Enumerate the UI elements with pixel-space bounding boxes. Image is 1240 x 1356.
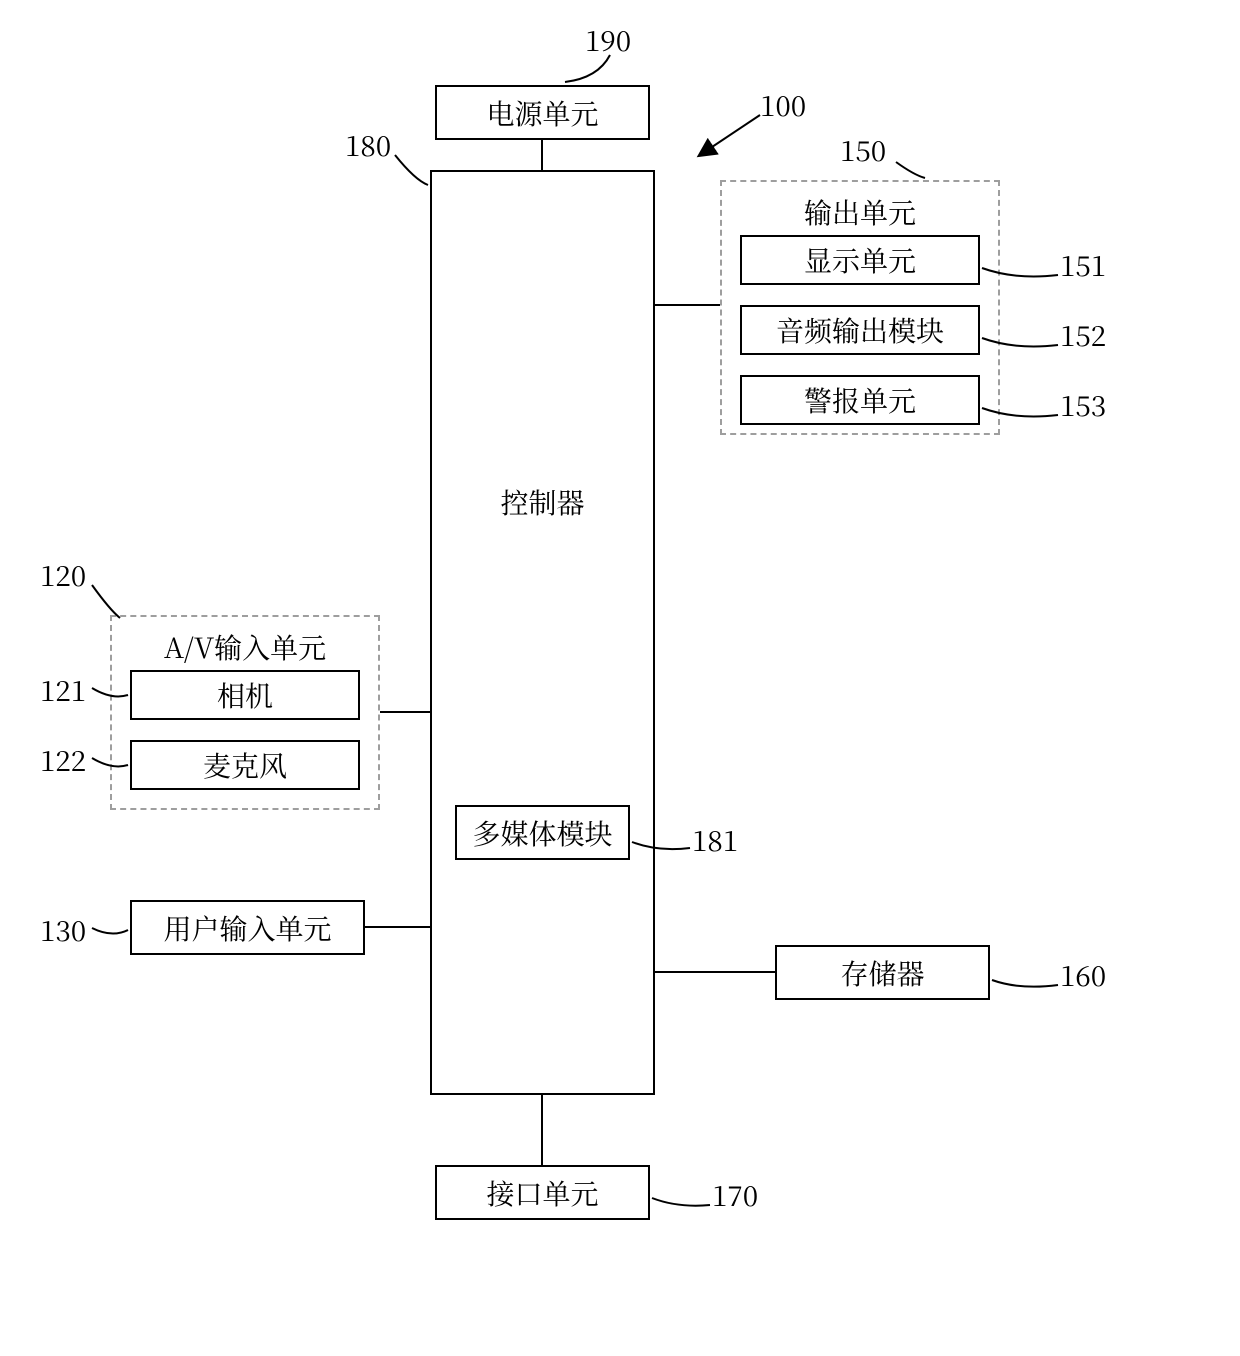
alarm-unit-label: 警报单元	[804, 380, 916, 420]
mic-label: 麦克风	[203, 745, 287, 785]
camera-box: 相机	[130, 670, 360, 720]
leader-100-arrow	[700, 115, 760, 155]
ref-180: 180	[345, 125, 391, 165]
interface-unit-box: 接口单元	[435, 1165, 650, 1220]
memory-label: 存储器	[840, 953, 924, 993]
ref-181: 181	[692, 820, 738, 860]
ref-150: 150	[840, 130, 886, 170]
leader-150	[896, 162, 925, 178]
power-unit-label: 电源单元	[486, 93, 598, 133]
ref-190: 190	[585, 20, 631, 60]
audio-output-box: 音频输出模块	[740, 305, 980, 355]
output-unit-title: 输出单元	[722, 192, 998, 232]
diagram-canvas: 输出单元 显示单元 音频输出模块 警报单元 A/V输入单元 相机 麦克风 电源单…	[0, 0, 1240, 1356]
ref-151: 151	[1060, 245, 1106, 285]
user-input-label: 用户输入单元	[163, 908, 331, 948]
ref-153: 153	[1060, 385, 1106, 425]
ref-121: 121	[40, 670, 86, 710]
mic-box: 麦克风	[130, 740, 360, 790]
leader-160	[992, 980, 1058, 987]
ref-120: 120	[40, 555, 86, 595]
display-unit-box: 显示单元	[740, 235, 980, 285]
memory-box: 存储器	[775, 945, 990, 1000]
ref-170: 170	[712, 1175, 758, 1215]
leader-170	[652, 1198, 710, 1206]
leader-180	[395, 155, 428, 185]
leader-120	[92, 585, 120, 618]
ref-152: 152	[1060, 315, 1106, 355]
power-unit-box: 电源单元	[435, 85, 650, 140]
controller-label: 控制器	[500, 482, 584, 522]
controller-box: 控制器	[430, 170, 655, 1095]
display-unit-label: 显示单元	[804, 240, 916, 280]
ref-130: 130	[40, 910, 86, 950]
ref-100: 100	[760, 85, 806, 125]
ref-160: 160	[1060, 955, 1106, 995]
camera-label: 相机	[217, 675, 273, 715]
av-input-title: A/V输入单元	[112, 627, 378, 667]
interface-unit-label: 接口单元	[486, 1173, 598, 1213]
user-input-box: 用户输入单元	[130, 900, 365, 955]
multimedia-box: 多媒体模块	[455, 805, 630, 860]
multimedia-label: 多媒体模块	[472, 813, 612, 853]
audio-output-label: 音频输出模块	[776, 310, 944, 350]
leader-130	[92, 928, 128, 934]
alarm-unit-box: 警报单元	[740, 375, 980, 425]
ref-122: 122	[40, 740, 86, 780]
